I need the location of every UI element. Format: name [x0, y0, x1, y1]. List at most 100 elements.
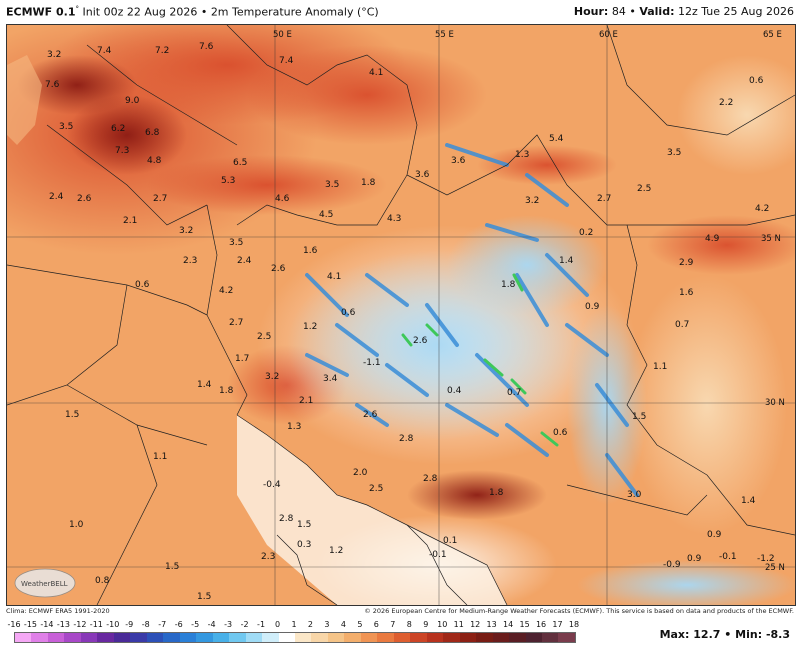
hour-value: 84	[611, 5, 626, 18]
hot-anomaly-area	[407, 470, 547, 520]
anomaly-value-label: 3.2	[47, 50, 61, 60]
scale-tick-label: 8	[406, 620, 412, 629]
scale-swatch	[64, 633, 81, 642]
model-name: ECMWF 0.1	[6, 5, 76, 19]
anomaly-value-label: 3.5	[325, 180, 339, 190]
anomaly-value-label: 1.8	[219, 386, 234, 396]
temperature-anomaly-map[interactable]: 50 E 55 E 60 E 65 E 35 N 30 N 25 N 3.2 7.…	[6, 24, 796, 606]
header-separator: •	[200, 5, 208, 19]
warm-anomaly-area	[147, 155, 387, 215]
color-scale-legend: -16 -15 -14 -13 -12 -11 -10 -9 -8 -7 -6 -5 -4 -3 -2 -1 0…	[7, 620, 579, 650]
max-label: Max:	[659, 628, 690, 641]
hot-anomaly-area	[67, 95, 187, 175]
anomaly-value-label: 6.2	[111, 124, 125, 134]
anomaly-value-label: 1.1	[153, 452, 167, 462]
scale-swatch	[113, 633, 131, 642]
lon-label: 55 E	[435, 30, 454, 40]
scale-tick-label: 5	[357, 620, 363, 629]
scale-tick-label: -4	[207, 620, 216, 629]
anomaly-value-label: 0.1	[443, 536, 457, 546]
scale-swatch	[80, 633, 98, 642]
anomaly-value-label: 2.5	[257, 332, 271, 342]
cool-streaks	[305, 143, 639, 497]
anomaly-value-label: 7.2	[155, 46, 169, 56]
anomaly-value-label: 4.2	[755, 204, 769, 214]
valid-label: Valid:	[639, 5, 675, 18]
anomaly-value-label: 0.6	[749, 76, 764, 86]
scale-swatch	[327, 633, 345, 642]
scale-swatch	[179, 633, 197, 642]
scale-tick-label: -1	[257, 620, 266, 629]
scale-swatch	[212, 633, 230, 642]
anomaly-value-label: 2.8	[279, 514, 294, 524]
anomaly-value-label: 1.8	[361, 178, 376, 188]
anomaly-value-label: 0.9	[707, 530, 722, 540]
anomaly-value-label: 1.3	[287, 422, 301, 432]
anomaly-value-label: 2.9	[679, 258, 694, 268]
anomaly-value-label: 4.1	[327, 272, 341, 282]
anomaly-value-label: 3.2	[265, 372, 279, 382]
scale-tick-label: -12	[73, 620, 87, 629]
credits-row: Clima: ECMWF ERA5 1991-2020 © 2026 Europ…	[6, 606, 794, 618]
anomaly-value-label: 2.8	[423, 474, 438, 484]
scale-swatch	[47, 633, 65, 642]
scale-swatch	[476, 633, 493, 642]
header-left: ECMWF 0.1° Init 00z 22 Aug 2026 • 2m Tem…	[6, 5, 379, 19]
anomaly-value-label: 1.1	[653, 362, 667, 372]
map-canvas: 50 E 55 E 60 E 65 E 35 N 30 N 25 N 3.2 7.…	[7, 25, 795, 605]
scale-swatch	[163, 633, 180, 642]
scale-swatch	[360, 633, 378, 642]
anomaly-value-label: 0.6	[553, 428, 568, 438]
anomaly-value-label: 3.2	[179, 226, 193, 236]
scale-tick-label: -11	[89, 620, 103, 629]
scale-tick-label: -9	[125, 620, 134, 629]
scale-swatch	[294, 633, 312, 642]
anomaly-value-label: 0.7	[675, 320, 689, 330]
anomaly-value-label: 2.8	[399, 434, 414, 444]
anomaly-value-label: 2.1	[299, 396, 313, 406]
scale-tick-label: 9	[423, 620, 429, 629]
init-time: Init 00z 22 Aug 2026	[82, 5, 198, 19]
scale-swatch	[426, 633, 444, 642]
anomaly-value-label: 0.6	[135, 280, 150, 290]
value-labels: 3.2 7.4 7.2 7.6 7.4 4.1 0.6 7.6 9.0 3.5 6.2 6.8 7.3 4…	[45, 42, 775, 602]
anomaly-value-label: 5.3	[221, 176, 235, 186]
anomaly-value-label: 1.5	[65, 410, 79, 420]
hot-anomaly-area	[17, 55, 137, 115]
anomaly-value-label: 1.7	[235, 354, 249, 364]
scale-swatch	[558, 633, 575, 642]
anomaly-value-label: -1.1	[363, 358, 381, 368]
anomaly-value-label: 3.5	[59, 122, 73, 132]
anomaly-value-label: -0.9	[663, 560, 681, 570]
anomaly-value-label: -0.1	[429, 550, 447, 560]
map-header: ECMWF 0.1° Init 00z 22 Aug 2026 • 2m Tem…	[0, 0, 800, 24]
scale-tick-label: 11	[453, 620, 464, 629]
scale-tick-label: 2	[307, 620, 314, 629]
anomaly-value-label: 1.5	[297, 520, 311, 530]
scale-swatch	[377, 633, 394, 642]
scale-tick-label: -8	[141, 620, 150, 629]
anomaly-value-label: 0.9	[687, 554, 702, 564]
anomaly-value-label: 7.6	[45, 80, 60, 90]
anomaly-value-label: 1.2	[329, 546, 343, 556]
anomaly-value-label: -1.2	[757, 554, 775, 564]
coordinate-labels: 50 E 55 E 60 E 65 E 35 N 30 N 25 N	[273, 30, 785, 573]
anomaly-value-label: 7.3	[115, 146, 129, 156]
anomaly-value-label: 1.8	[501, 280, 516, 290]
warm-anomaly-area	[647, 215, 795, 275]
anomaly-value-label: 0.2	[579, 228, 593, 238]
scale-swatch	[525, 633, 542, 642]
anomaly-value-label: 4.1	[369, 68, 383, 78]
scale-tick-label: 0	[274, 620, 281, 629]
anomaly-value-label: 1.5	[632, 412, 646, 422]
scale-swatch	[278, 633, 295, 642]
scale-swatch	[262, 633, 279, 642]
anomaly-value-label: 2.3	[261, 552, 275, 562]
lon-label: 50 E	[273, 30, 292, 40]
anomaly-value-label: 1.4	[741, 496, 756, 506]
scale-tick-label: -5	[191, 620, 200, 629]
scale-swatch	[492, 633, 510, 642]
anomaly-value-label: 3.4	[323, 374, 338, 384]
scale-tick-label: 16	[535, 620, 547, 629]
anomaly-value-label: 6.5	[233, 158, 247, 168]
